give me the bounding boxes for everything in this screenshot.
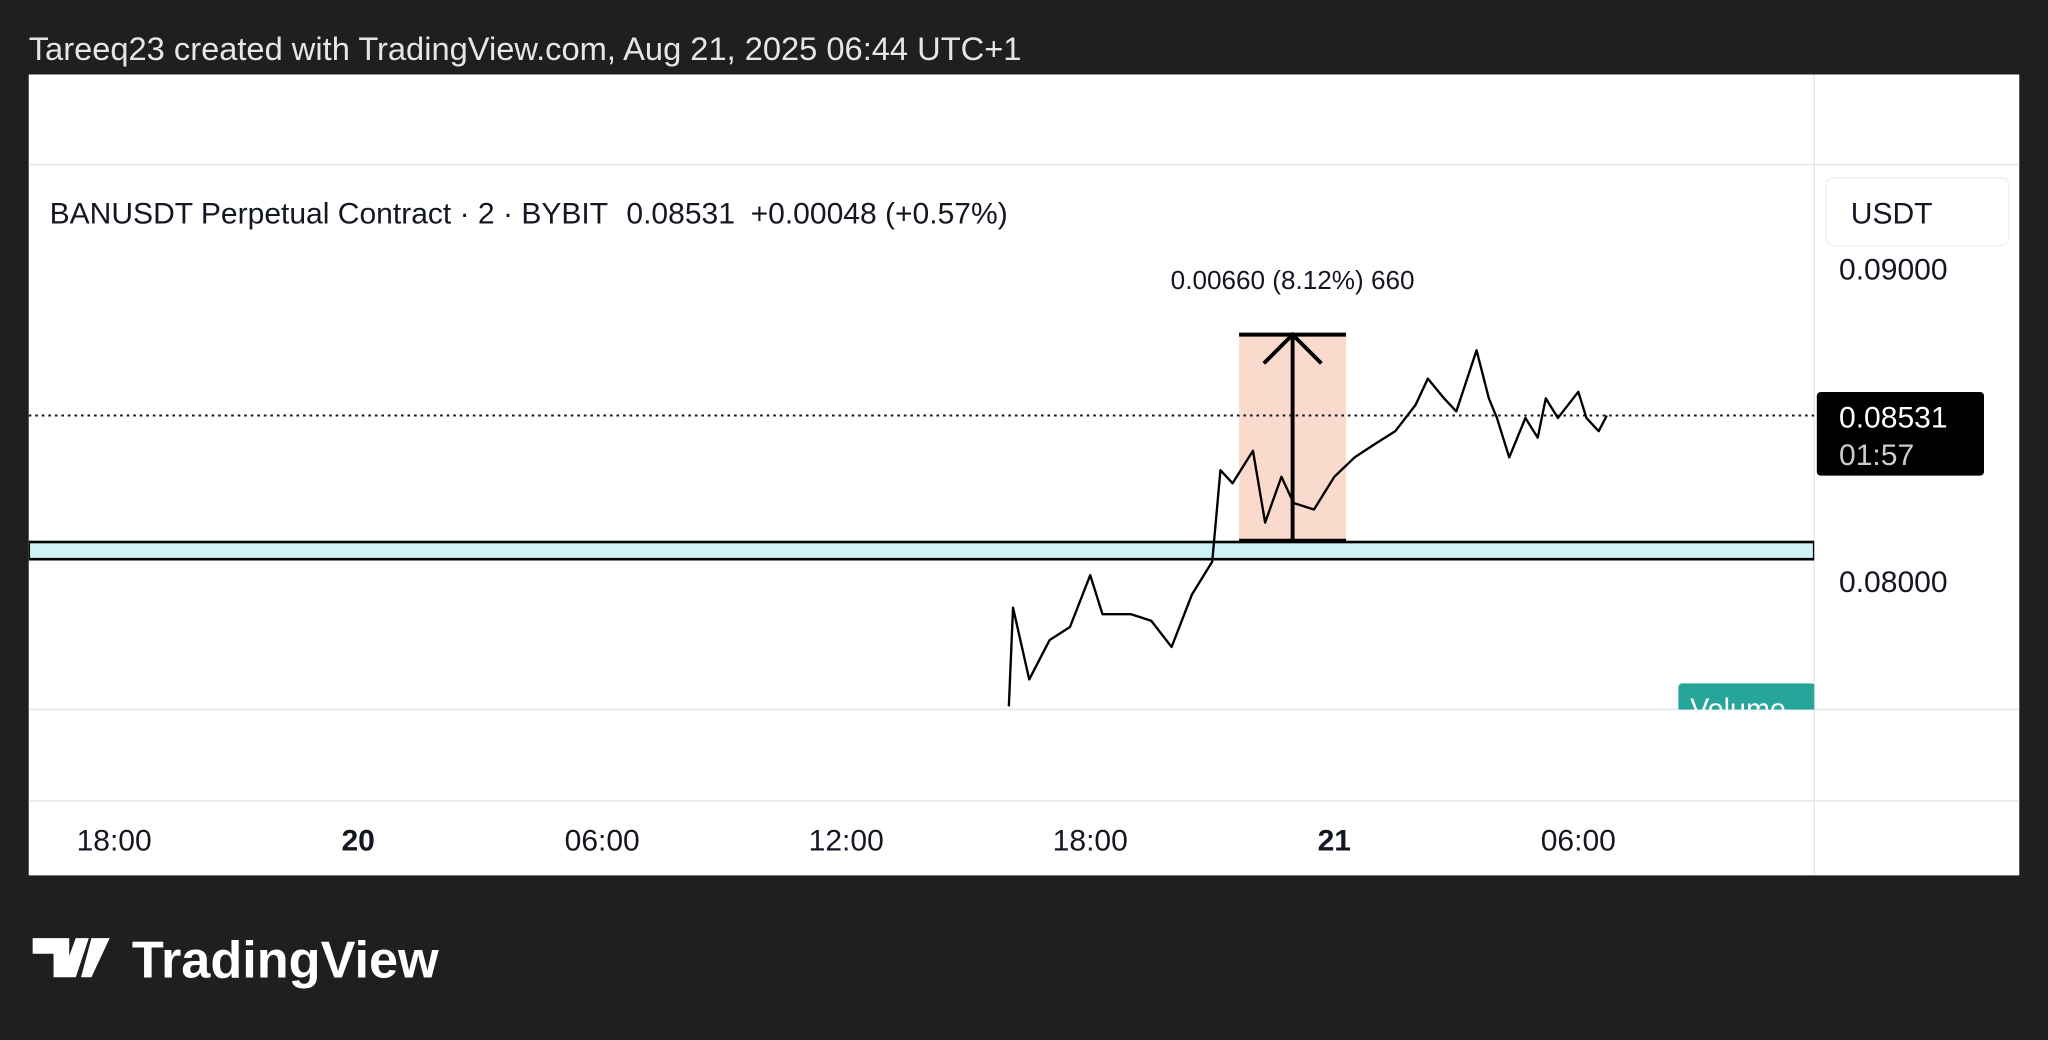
last-price: 0.08531: [626, 197, 735, 230]
measure-arrow: [1262, 331, 1323, 541]
support-zone: [28, 540, 1815, 561]
header: Tareeq23 created with TradingView.com, A…: [29, 30, 1022, 67]
logo-mark: [32, 938, 110, 978]
x-tick-label: 06:00: [1541, 825, 1616, 858]
price-tag: [1816, 391, 1984, 476]
countdown: 01:57: [1839, 439, 1914, 472]
volume-label: Volume: [1690, 694, 1786, 726]
x-tick-label: 06:00: [565, 825, 640, 858]
price-tag-value: 0.08531: [1839, 401, 1948, 434]
plot: Volume0: [28, 331, 1815, 726]
chart-panel: [28, 74, 2020, 876]
currency-box[interactable]: [1825, 177, 2010, 247]
price-line-series: [1007, 349, 1608, 707]
currency: USDT: [1851, 197, 1933, 230]
x-tick-label: 21: [1318, 825, 1351, 858]
x-tick-label: 18:00: [1053, 825, 1128, 858]
volume-tag: [1678, 683, 1815, 710]
x-tick-label: 18:00: [77, 825, 152, 858]
x-tick-label: 20: [341, 825, 374, 858]
measure-label: 0.00660 (8.12%) 660: [1171, 265, 1415, 295]
y-tick-label: 0.08000: [1839, 566, 1948, 599]
title: BANUSDT Perpetual Contract · 2 · BYBIT: [50, 197, 608, 230]
logo-text: TradingView: [132, 931, 439, 989]
logo: TradingView: [32, 931, 439, 989]
symbol-title: BANUSDT Perpetual Contract · 2 · BYBIT 0.…: [50, 197, 1008, 230]
x-tick-label: 12:00: [809, 825, 884, 858]
y-tick-label: 0.09000: [1839, 253, 1948, 286]
overlay: 18:00 20 06:00 12:00 18:00 21 06:00 0.09000 0.08…: [77, 253, 1984, 858]
change: +0.00048 (+0.57%): [751, 197, 1008, 230]
